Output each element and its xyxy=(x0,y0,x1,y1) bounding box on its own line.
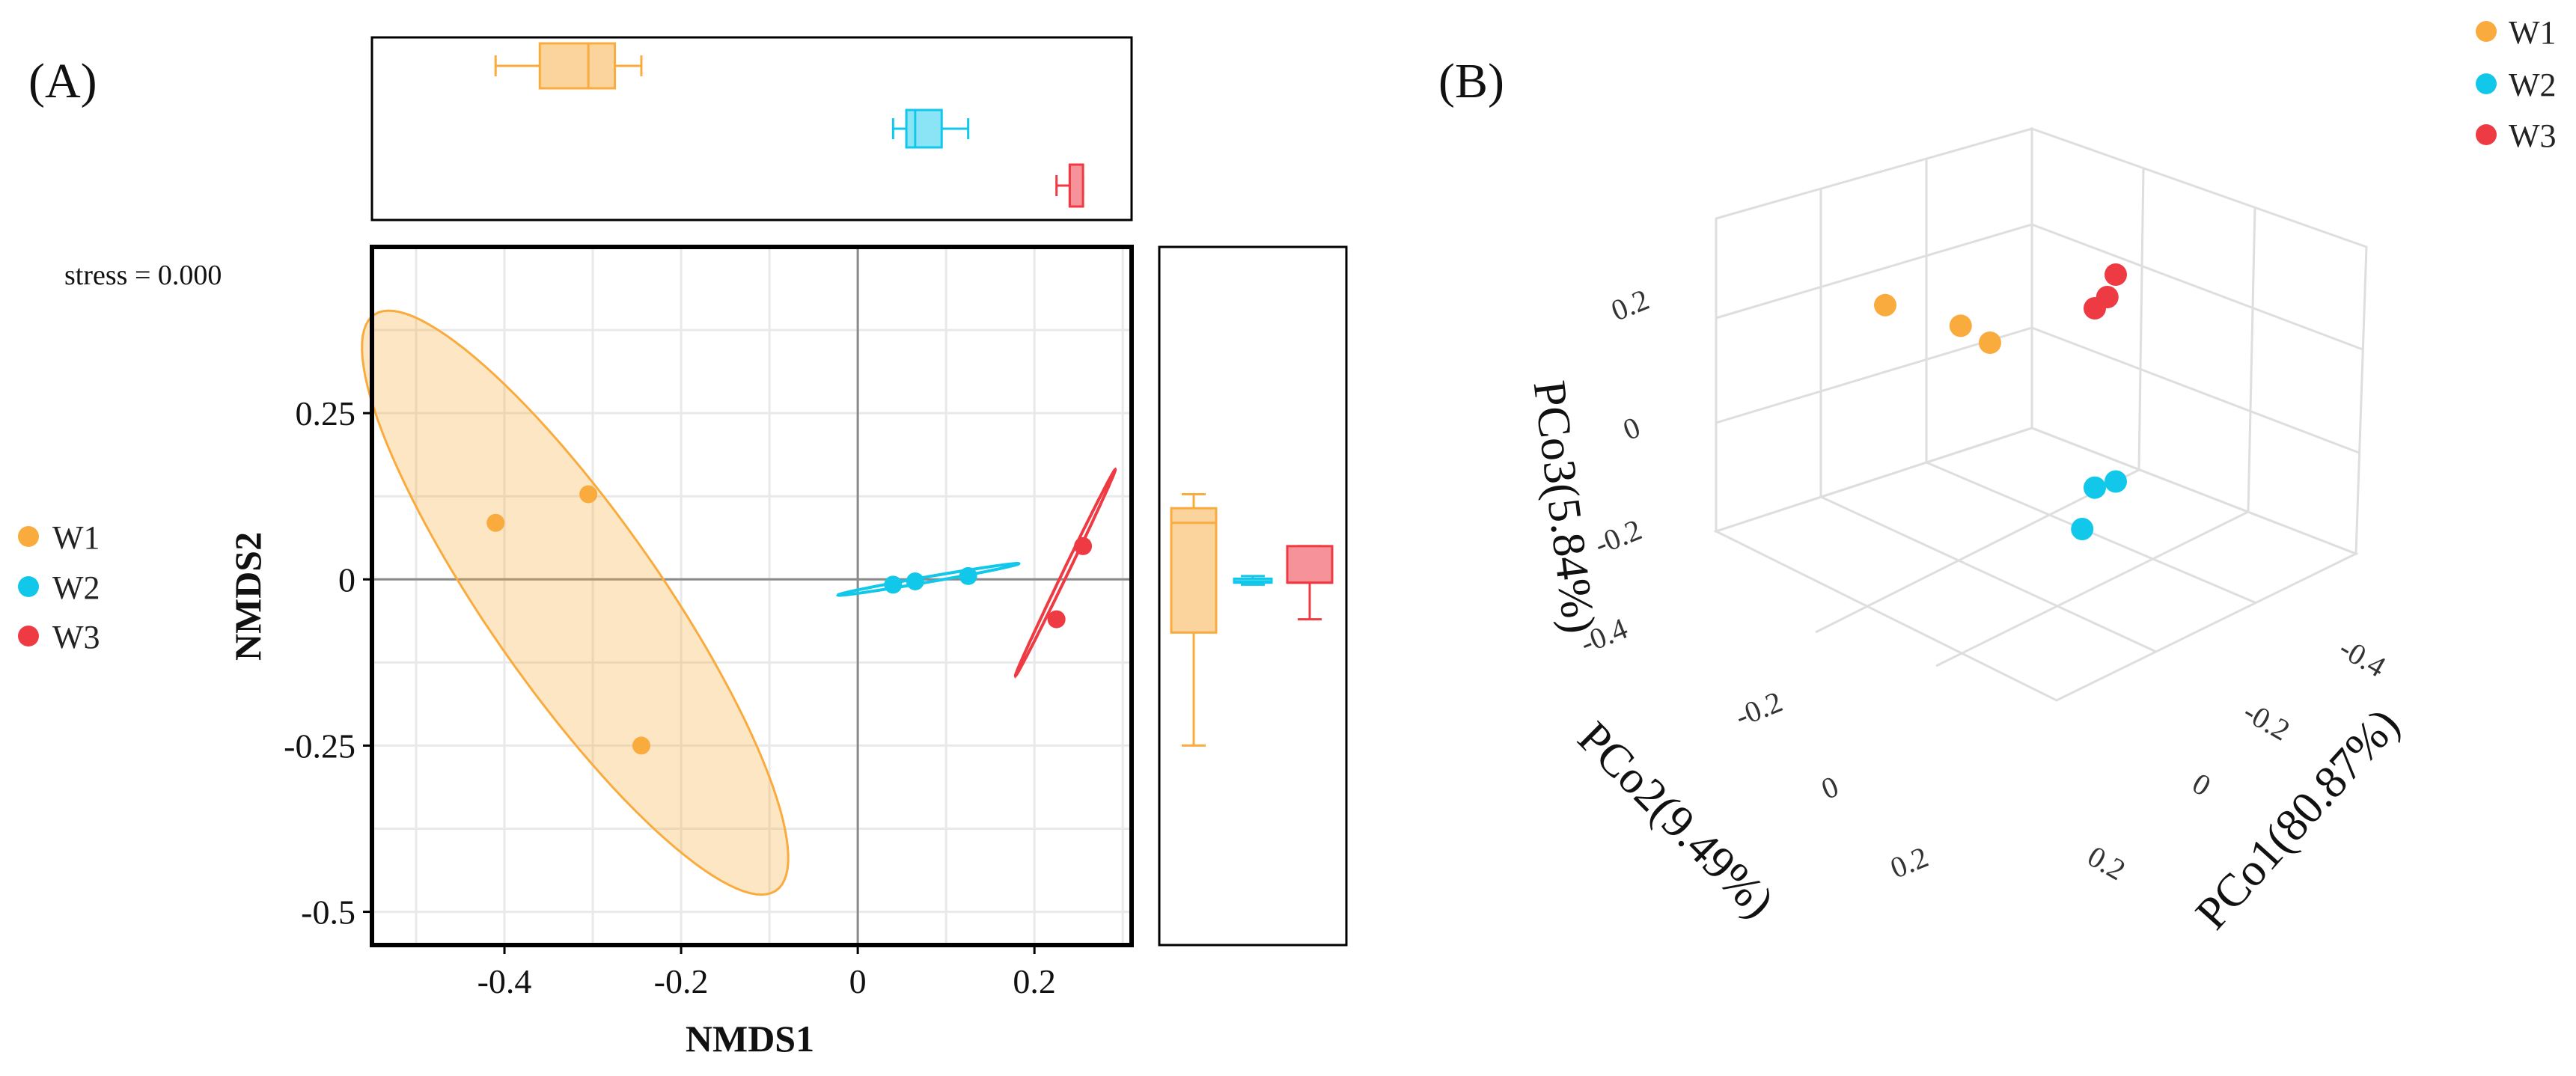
pco2-tick-label: 0.2 xyxy=(1885,840,1932,884)
pcoa-point-w1 xyxy=(1979,331,2001,354)
legend-b-w2-label: W2 xyxy=(2509,67,2557,103)
point-w2 xyxy=(884,575,903,594)
legend-b-w3-marker xyxy=(2476,124,2497,145)
nmds-y-axis-title: NMDS2 xyxy=(227,532,269,661)
pcoa-grid-line xyxy=(2247,207,2256,513)
y-tick-label: -0.25 xyxy=(284,727,355,765)
legend-a-w2-marker xyxy=(18,576,39,597)
pco3-tick-label: 0 xyxy=(1618,410,1644,447)
nmds-zero-lines xyxy=(372,247,1132,945)
point-w1 xyxy=(632,736,650,755)
panel-b-label: (B) xyxy=(1438,54,1504,108)
panel-a-label: (A) xyxy=(28,54,97,108)
y-tick-label: -0.5 xyxy=(301,893,355,932)
nmds-x-axis-title: NMDS1 xyxy=(686,1018,814,1060)
pcoa-floor xyxy=(1713,427,2359,702)
nmds-x-ticks: -0.4 -0.2 0 0.2 xyxy=(477,945,1056,1000)
top-box-w2 xyxy=(905,108,943,149)
pcoa-point-w3 xyxy=(2105,263,2127,286)
x-tick-label: 0 xyxy=(849,962,867,1000)
legend-b: W1 W2 W3 xyxy=(2476,14,2557,154)
x-tick-label: -0.4 xyxy=(477,962,532,1000)
legend-a-w1-label: W1 xyxy=(52,519,100,556)
nmds-ellipses xyxy=(361,309,1117,896)
top-box-w1 xyxy=(538,42,617,90)
point-w2 xyxy=(906,572,924,590)
pcoa-back-wall-left xyxy=(1715,127,2033,534)
x-tick-label: 0.2 xyxy=(1013,962,1056,1000)
ellipse-w1 xyxy=(361,309,790,896)
pcoa-point-w1 xyxy=(1874,293,1896,317)
pco1-tick-label: -0.2 xyxy=(2238,694,2295,748)
nmds-points xyxy=(486,485,1093,755)
pco2-ticks: -0.2 0 0.2 xyxy=(1730,685,1932,885)
pco1-tick-label: -0.4 xyxy=(2334,631,2391,684)
pcoa-back-wall-right xyxy=(2030,126,2368,556)
point-w2 xyxy=(959,566,977,585)
pco3-tick-label: 0.2 xyxy=(1606,282,1653,327)
point-w3 xyxy=(1074,537,1093,555)
point-w1 xyxy=(486,513,505,532)
ellipse-w3 xyxy=(1013,467,1117,679)
pcoa-point-w1 xyxy=(1949,314,1972,337)
pcoa-grid-line xyxy=(2137,168,2145,471)
top-box-w3 xyxy=(1068,163,1084,208)
right-boxplot xyxy=(1170,493,1334,747)
pco3-axis-title: PCo3(5.84%) xyxy=(1523,378,1605,636)
right-boxplot-frame xyxy=(1158,245,1348,947)
legend-a: W1 W2 W3 xyxy=(18,519,100,655)
nmds-plot-frame xyxy=(370,245,1134,947)
pco1-axis-title: PCo1(80.87%) xyxy=(2186,699,2409,939)
pco2-axis-title: PCo2(9.49%) xyxy=(1568,712,1783,928)
legend-a-w3-marker xyxy=(18,626,39,646)
pcoa-grid-line xyxy=(1935,510,2249,667)
pcoa-grid-line xyxy=(2031,326,2360,454)
nmds-y-ticks: -0.5 -0.25 0 0.25 xyxy=(284,394,372,932)
stress-text: stress = 0.000 xyxy=(64,260,222,291)
pcoa-grid-line xyxy=(2031,223,2363,351)
pco2-tick-label: 0 xyxy=(1816,769,1843,806)
legend-a-w3-label: W3 xyxy=(52,619,100,655)
legend-b-w1-label: W1 xyxy=(2509,14,2557,51)
point-w3 xyxy=(1047,610,1066,629)
pcoa-grid-line xyxy=(1820,495,2157,653)
pco2-tick-label: -0.2 xyxy=(1730,685,1787,733)
right-box-w1 xyxy=(1170,507,1218,634)
right-box-w3 xyxy=(1286,545,1334,584)
pco3-tick-label: -0.2 xyxy=(1590,513,1646,561)
x-tick-label: -0.2 xyxy=(654,962,709,1000)
y-tick-label: 0.25 xyxy=(296,394,356,432)
point-w1 xyxy=(579,485,598,504)
legend-a-w1-marker xyxy=(18,526,39,547)
pcoa-point-w2 xyxy=(2084,476,2106,499)
legend-b-w2-marker xyxy=(2476,73,2497,94)
legend-b-w3-label: W3 xyxy=(2509,117,2557,154)
pcoa-points xyxy=(1874,263,2127,540)
y-tick-label: 0 xyxy=(338,560,355,599)
top-boxplot xyxy=(494,42,1084,208)
pco1-tick-label: 0.2 xyxy=(2082,839,2131,887)
pcoa-point-w2 xyxy=(2071,518,2094,540)
pcoa-grid-line xyxy=(1815,468,2140,634)
pcoa-point-w3 xyxy=(2084,297,2106,320)
pco1-tick-label: 0 xyxy=(2187,766,2217,803)
pcoa-grid-line xyxy=(1715,223,2033,320)
legend-b-w1-marker xyxy=(2476,21,2497,42)
top-boxplot-frame xyxy=(370,36,1133,221)
pcoa-point-w2 xyxy=(2105,470,2127,493)
pcoa-3d-grid xyxy=(1713,126,2368,702)
legend-a-w2-label: W2 xyxy=(52,569,100,606)
